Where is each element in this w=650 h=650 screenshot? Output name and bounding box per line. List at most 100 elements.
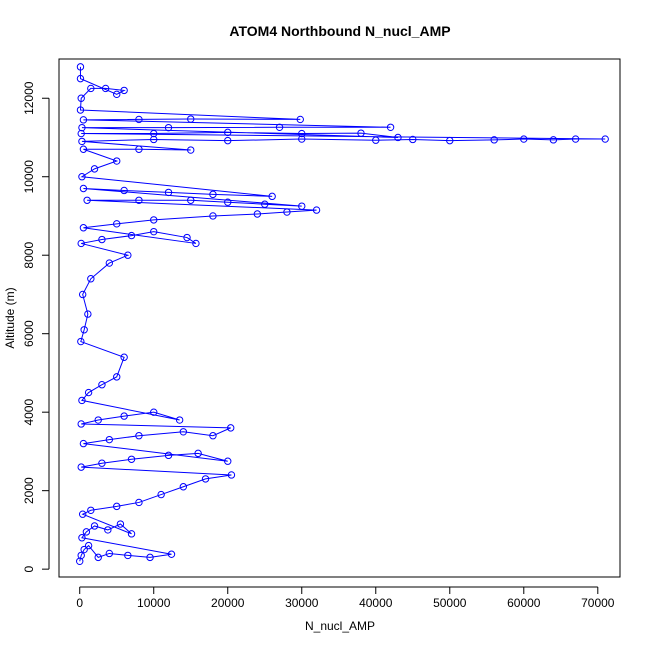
data-point — [227, 424, 235, 432]
y-axis: 0 2000 4000 6000 8000 10000 12000 — [22, 81, 50, 572]
data-point — [192, 239, 200, 248]
data-point — [167, 550, 176, 558]
data-point — [113, 157, 121, 165]
data-point — [76, 74, 85, 83]
x-tick-label: 30000 — [285, 596, 319, 610]
data-point — [104, 526, 112, 534]
data-point — [127, 455, 136, 463]
data-point — [394, 133, 402, 142]
data-point — [298, 129, 306, 138]
data-point — [601, 135, 609, 143]
data-point — [79, 439, 88, 448]
data-point — [116, 520, 125, 528]
data-point — [90, 165, 99, 173]
data-point — [312, 206, 321, 214]
data-point — [194, 449, 202, 458]
data-point — [187, 115, 195, 123]
data-point — [120, 86, 128, 95]
series-line — [79, 66, 606, 562]
data-point — [80, 545, 88, 554]
chart-title: ATOM4 Northbound N_nucl_AMP — [229, 23, 450, 39]
x-tick-label: 0 — [76, 596, 83, 610]
data-point — [164, 188, 173, 197]
data-point — [113, 90, 121, 99]
data-point — [446, 136, 454, 145]
y-axis-label: Altitude (m) — [3, 287, 17, 348]
data-point — [78, 290, 87, 299]
y-tick-label: 10000 — [22, 160, 36, 194]
data-point — [84, 541, 93, 550]
data-point — [209, 190, 217, 199]
data-point — [77, 239, 85, 248]
data-point — [386, 123, 395, 131]
data-point — [82, 528, 91, 536]
y-tick-label: 4000 — [22, 399, 36, 426]
data-point — [224, 457, 232, 465]
data-point — [98, 235, 106, 244]
data-point — [135, 115, 143, 124]
data-point — [150, 227, 158, 236]
data-point — [76, 106, 85, 114]
data-point — [77, 420, 85, 428]
x-axis: 0 10000 20000 30000 40000 50000 60000 70000 — [76, 586, 615, 610]
data-point — [79, 224, 88, 232]
plot-points — [76, 63, 609, 566]
x-tick-label: 60000 — [507, 596, 541, 610]
data-point — [113, 373, 121, 381]
x-tick-label: 20000 — [211, 596, 245, 610]
data-point — [79, 145, 88, 153]
data-point — [175, 416, 184, 424]
data-point — [77, 337, 85, 346]
data-point — [78, 534, 86, 542]
data-point — [179, 428, 188, 436]
data-point — [124, 251, 132, 259]
data-point — [268, 192, 276, 201]
data-point — [120, 412, 128, 420]
data-point — [84, 310, 92, 318]
y-tick-label: 8000 — [22, 242, 36, 269]
data-point — [253, 210, 262, 218]
data-point — [78, 510, 87, 518]
data-point — [120, 353, 128, 361]
x-tick-label: 70000 — [581, 596, 615, 610]
data-point — [150, 135, 158, 144]
data-point — [150, 129, 158, 138]
data-point — [135, 145, 143, 153]
data-point — [98, 381, 106, 389]
data-point — [113, 502, 121, 511]
data-point — [179, 483, 188, 491]
x-tick-label: 10000 — [137, 596, 171, 610]
data-point — [135, 498, 143, 507]
data-point — [135, 432, 143, 440]
data-point — [150, 216, 158, 224]
data-point — [164, 123, 173, 132]
data-point — [78, 173, 86, 181]
data-point — [146, 553, 154, 562]
data-point — [127, 231, 136, 240]
data-point — [549, 136, 558, 144]
data-point — [227, 471, 236, 479]
plot-frame — [58, 58, 621, 578]
data-point — [490, 136, 498, 144]
data-point — [87, 506, 95, 514]
data-point — [76, 63, 85, 71]
data-point — [183, 233, 191, 242]
data-point — [124, 551, 132, 560]
x-tick-label: 40000 — [359, 596, 393, 610]
data-point — [79, 184, 88, 193]
data-point — [80, 326, 88, 334]
data-point — [571, 135, 580, 143]
data-point — [77, 463, 85, 471]
data-point — [105, 549, 114, 558]
data-point — [187, 196, 195, 204]
data-point — [90, 522, 99, 530]
data-point — [83, 196, 91, 204]
data-point — [105, 259, 114, 267]
data-point — [79, 116, 88, 124]
data-point — [150, 408, 158, 416]
data-point — [261, 200, 269, 208]
data-point — [298, 135, 306, 143]
data-point — [94, 553, 102, 562]
data-point — [187, 146, 195, 154]
data-point — [135, 196, 143, 204]
